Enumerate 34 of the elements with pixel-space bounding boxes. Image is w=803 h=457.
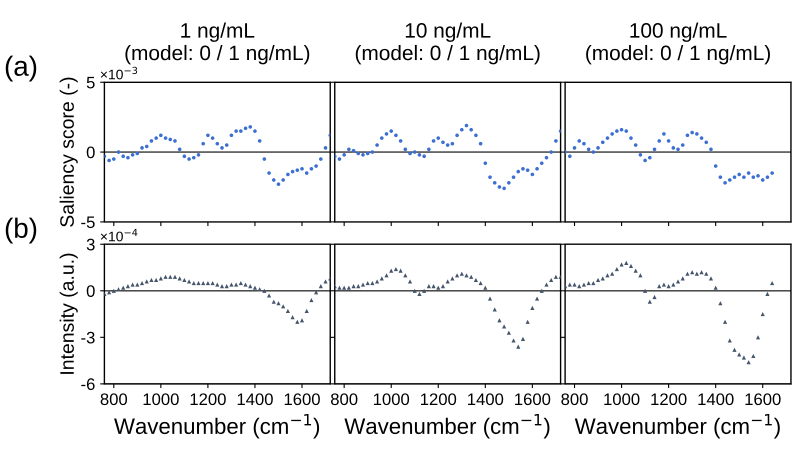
x-tick-label: 1400 [468,393,504,406]
x-axis-title: Wavenumber (cm$^{−1}$) [114,414,320,438]
text: ×10$^{−3}$ [100,66,138,80]
y-tick-label: -3 [81,332,95,344]
y-tick-label: -6 [81,378,95,390]
text: ×10$^{−4}$ [100,228,138,242]
chart-title: 10 ng/mL (model: 0 / 1 ng/mL) [356,22,540,64]
x-tick-label: 1600 [515,393,550,406]
x-tick-label: 1200 [651,393,687,406]
y-tick-label: 0 [86,146,95,158]
x-tick-label: 1200 [190,393,226,406]
x-tick-label: 1000 [604,393,640,406]
y-axis-title: Intensity (a.u.) [60,254,78,374]
y-tick-label: 3 [86,238,95,250]
y-tick-label: 5 [86,76,95,88]
y-tick-label: -5 [81,216,95,228]
text: (b) [6,218,36,244]
x-tick-label: 800 [100,393,128,406]
x-axis-title: Wavenumber (cm$^{−1}$) [574,414,780,438]
x-tick-label: 1400 [698,393,734,406]
x-axis-title: Wavenumber (cm$^{−1}$) [344,414,550,438]
y-axis-title: Saliency score (-) [60,78,78,227]
chart-title: 1 ng/mL (model: 0 / 1 ng/mL) [125,22,310,64]
text: (a) [6,56,36,82]
x-tick-label: 1200 [420,393,456,406]
x-tick-label: 1000 [374,393,410,406]
y-tick-label: 0 [86,285,95,297]
x-tick-label: 1400 [238,393,273,406]
x-tick-label: 1600 [284,393,320,406]
chart-title: 100 ng/mL (model: 0 / 1 ng/mL) [586,22,770,64]
x-tick-label: 800 [330,393,358,406]
x-tick-label: 1000 [144,393,179,406]
x-tick-label: 800 [561,393,588,406]
x-tick-label: 1600 [745,393,781,406]
